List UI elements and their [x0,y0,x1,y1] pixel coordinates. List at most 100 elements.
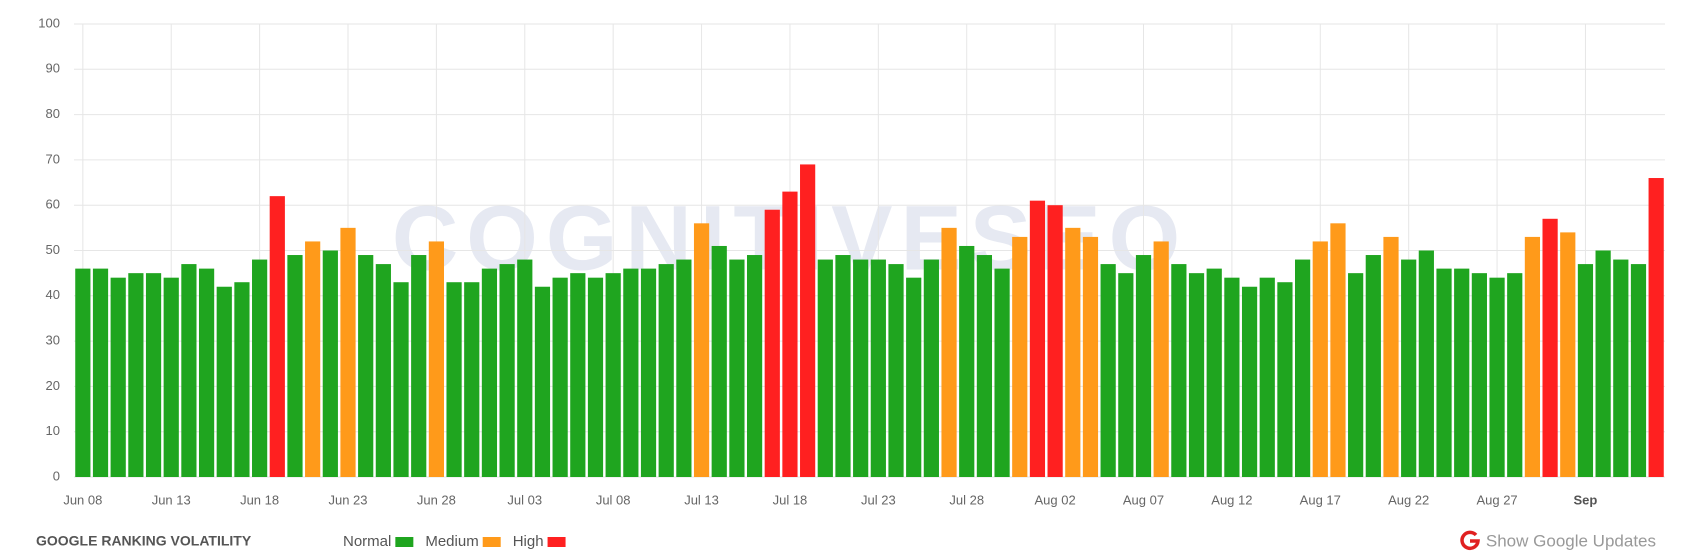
bar [888,264,904,477]
bar [711,245,727,477]
bar [428,241,444,477]
y-tick-label: 20 [46,378,60,393]
bar [1206,268,1222,477]
legend-swatch [482,537,501,547]
x-tick-label: Jul 13 [684,492,719,507]
bar [800,164,816,477]
y-tick-label: 30 [46,333,60,348]
x-tick-label: Jun 13 [152,492,191,507]
bar [870,259,886,477]
bar [163,277,179,477]
bar [1029,200,1046,478]
bar [782,191,798,478]
bar [128,273,144,477]
bar [1259,277,1275,477]
y-tick-label: 60 [46,197,60,212]
bar [623,268,639,477]
bar [835,255,851,477]
bar [1454,268,1470,477]
bar [729,259,745,477]
bar [1082,236,1099,477]
bar [1524,236,1541,477]
bar [1012,236,1028,477]
bar [1630,264,1647,477]
bar [1542,218,1558,478]
bar [287,255,303,477]
bar [1118,273,1134,477]
bar [1595,250,1611,477]
y-tick-label: 40 [46,287,60,302]
x-tick-label: Jun 08 [63,492,102,507]
bar [906,277,922,477]
bar [252,259,268,477]
bar [1295,259,1311,477]
bar [605,273,621,477]
bar [216,286,232,477]
y-tick-label: 0 [53,468,60,483]
show-google-updates-label[interactable]: Show Google Updates [1486,531,1656,550]
legend-swatch [547,537,566,547]
bar [110,277,126,477]
bar [1277,282,1293,477]
bar [994,268,1010,477]
x-tick-label: Aug 02 [1035,492,1076,507]
bar [1100,264,1116,477]
x-tick-label: Aug 22 [1388,492,1429,507]
bar [959,245,975,477]
bar [658,264,674,477]
bar [340,227,356,477]
bar [322,250,338,477]
bar [976,255,993,477]
bar [1330,223,1346,477]
x-tick-label: Jun 23 [328,492,367,507]
bar [517,259,533,477]
x-tick-label: Jul 28 [949,492,984,507]
bar [198,268,215,477]
bar [1560,232,1576,477]
bar [446,282,462,477]
show-google-updates[interactable]: Show Google Updates [1460,530,1656,551]
bar [764,209,780,478]
bar [693,223,710,477]
y-tick-label: 50 [46,242,60,257]
bar [534,286,551,477]
y-tick-label: 90 [46,61,60,76]
bar [1613,259,1629,477]
bar [1241,286,1258,477]
y-tick-label: 100 [38,15,60,30]
x-tick-label: Aug 12 [1211,492,1252,507]
bar [941,227,957,477]
bar [853,259,869,477]
bar [1489,277,1505,477]
bar [1577,264,1594,477]
bar [676,259,692,477]
bar [1171,264,1187,477]
bar [1188,273,1205,477]
x-tick-label: Aug 27 [1476,492,1517,507]
bar [640,268,657,477]
legend-swatch [395,537,414,547]
legend-label: Medium [425,533,478,550]
bar [1348,273,1364,477]
bar [499,264,515,477]
bar [92,268,109,477]
bar [75,268,91,477]
bar [1153,241,1169,477]
bar [1401,259,1417,477]
bar [375,264,391,477]
bar [145,273,162,477]
y-tick-label: 80 [46,106,60,121]
bar [817,259,833,477]
bar [1224,277,1240,477]
bar [746,255,763,477]
bar [1065,227,1081,477]
bar [1648,178,1664,477]
bar [358,255,374,477]
bar [305,241,321,477]
bar [411,255,427,477]
bar [1383,236,1399,477]
google-icon [1460,530,1480,551]
bar [1135,255,1152,477]
bar [587,277,604,477]
